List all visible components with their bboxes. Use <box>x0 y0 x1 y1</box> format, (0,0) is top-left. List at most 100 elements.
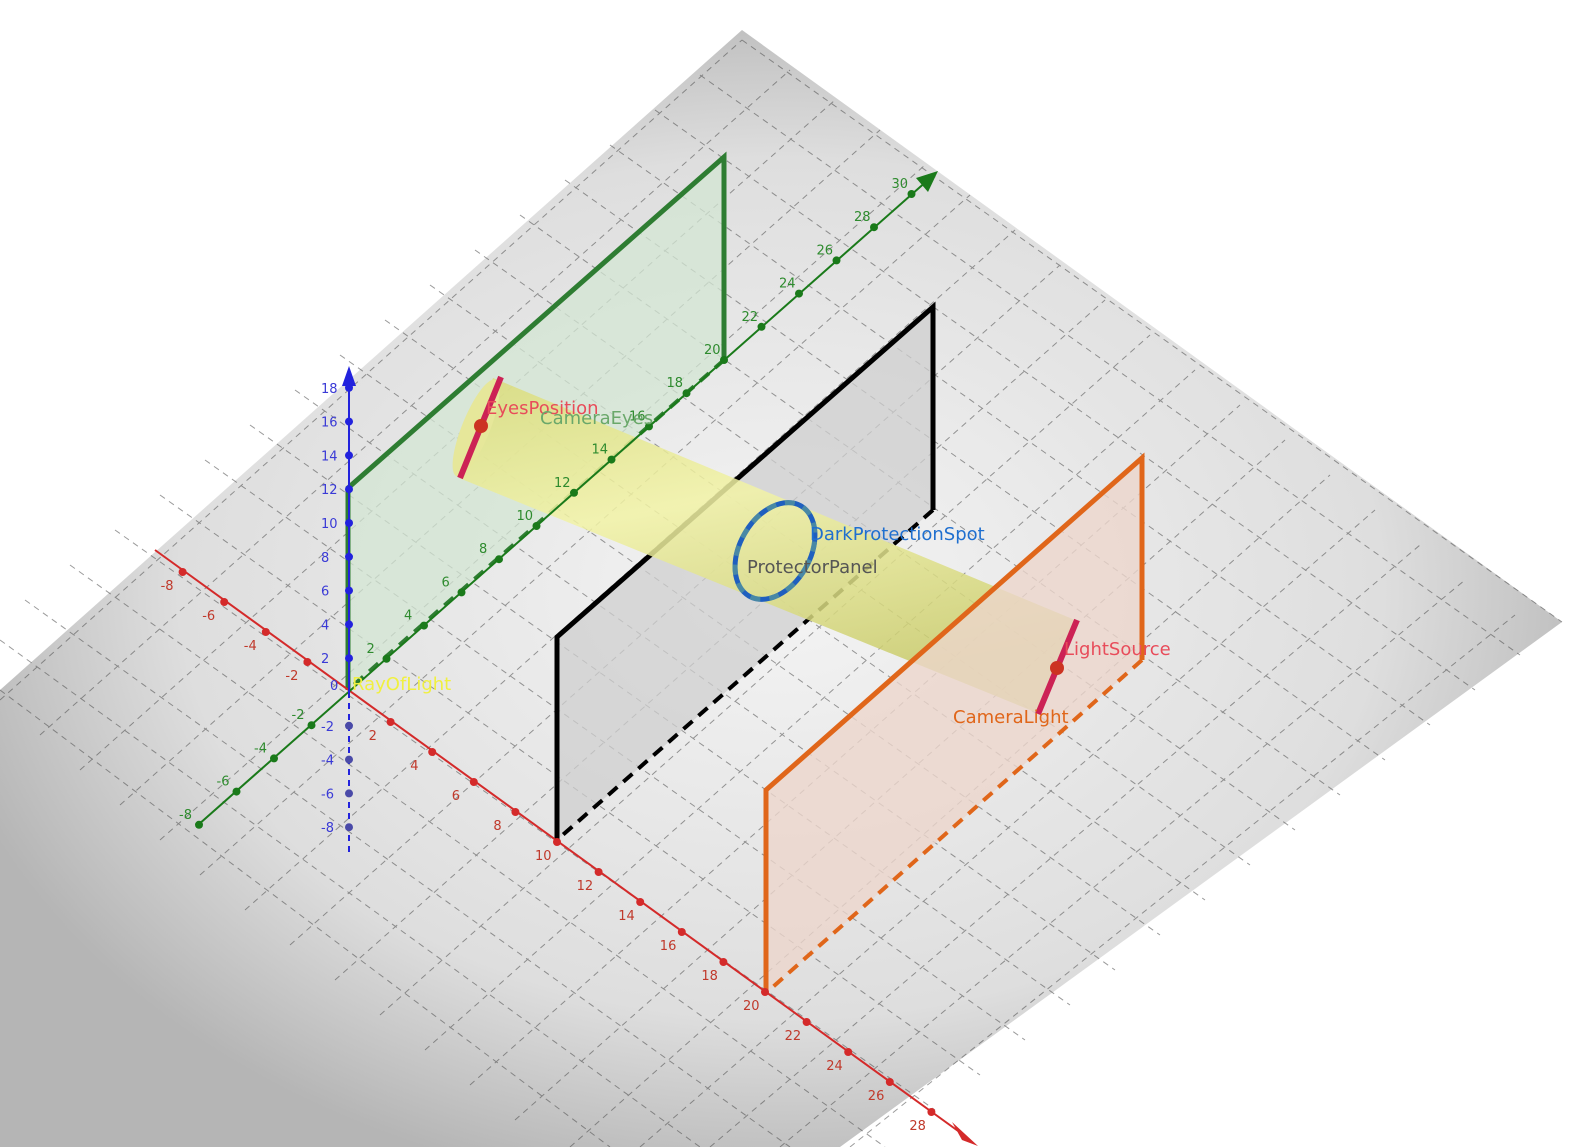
y-tick-mark <box>607 455 616 464</box>
x-tick-mark <box>677 928 686 936</box>
x-tick-mark <box>885 1078 894 1086</box>
x-tick-label: 16 <box>660 939 677 954</box>
y-tick-mark <box>720 356 728 364</box>
z-tick-mark <box>345 519 353 527</box>
x-tick-mark <box>220 598 229 606</box>
dark-protection-spot[interactable] <box>719 488 832 613</box>
x-tick-mark <box>802 1018 811 1026</box>
x-tick-label: 4 <box>410 759 418 774</box>
ray-of-light-label: RayOfLight <box>352 674 451 695</box>
y-tick-label: 24 <box>779 277 796 292</box>
x-tick-label: 8 <box>493 819 501 834</box>
z-tick-label: 16 <box>321 416 338 431</box>
x-tick-mark <box>303 658 312 666</box>
y-tick-mark <box>270 754 278 763</box>
y-tick-mark <box>232 787 241 796</box>
x-tick-label: 10 <box>535 849 552 864</box>
x-tick-label: 28 <box>909 1119 926 1134</box>
y-tick-label: 12 <box>554 476 571 491</box>
x-tick-label: -4 <box>244 639 257 654</box>
z-tick-mark <box>345 721 353 730</box>
y-tick-mark <box>870 223 878 232</box>
z-tick-mark <box>345 383 353 392</box>
y-tick-label: 8 <box>479 542 487 557</box>
z-tick-label: 8 <box>321 551 329 566</box>
z-tick-mark <box>345 789 353 798</box>
axis-ticks: -8-6-4-2246810121416182022242628-8-6-4-2… <box>161 177 936 1134</box>
y-tick-label: -4 <box>254 741 267 756</box>
z-tick-label: 18 <box>321 382 338 397</box>
z-tick-label: -8 <box>321 821 334 836</box>
z-tick-label: 12 <box>321 483 338 498</box>
x-tick-mark <box>511 808 520 816</box>
z-tick-mark <box>345 620 353 629</box>
z-tick-label: 14 <box>321 449 338 464</box>
x-tick-label: 26 <box>868 1089 885 1104</box>
z-axis-arrow-icon <box>342 366 356 386</box>
y-tick-label: 28 <box>854 210 871 225</box>
y-tick-mark <box>757 322 766 331</box>
y-tick-mark <box>570 488 578 497</box>
y-tick-mark <box>682 389 691 398</box>
y-tick-mark <box>382 654 391 663</box>
y-tick-label: -8 <box>179 808 192 823</box>
x-tick-label: 22 <box>785 1029 802 1044</box>
z-tick-label: 6 <box>321 585 329 600</box>
x-tick-mark <box>553 838 561 846</box>
z-tick-mark <box>345 823 353 832</box>
y-tick-label: 2 <box>367 642 375 657</box>
z-tick-mark <box>345 417 353 426</box>
protector-panel-label: ProtectorPanel <box>747 557 878 578</box>
y-tick-mark <box>532 522 541 530</box>
z-tick-mark <box>345 654 353 663</box>
x-tick-label: -2 <box>285 669 298 684</box>
x-tick-label: -8 <box>161 579 174 594</box>
z-tick-label: -6 <box>321 787 334 802</box>
y-tick-label: 20 <box>704 343 721 358</box>
x-tick-label: 20 <box>743 999 760 1014</box>
z-tick-mark <box>345 485 353 494</box>
eyes-position-label: EyesPosition <box>486 398 599 419</box>
y-tick-mark <box>307 721 316 730</box>
y-tick-mark <box>795 289 803 298</box>
z-tick-label: 10 <box>321 517 338 532</box>
y-axis-arrow-icon <box>916 171 938 192</box>
y-tick-label: 14 <box>592 443 609 458</box>
z-tick-label: 2 <box>321 652 329 667</box>
spot-label: DarkProtectionSpot <box>810 524 985 545</box>
z-tick-mark <box>345 755 353 764</box>
y-tick-mark <box>645 422 653 431</box>
x-tick-mark <box>469 778 478 786</box>
x-tick-mark <box>261 628 270 636</box>
z-tick-label: -2 <box>321 720 334 735</box>
light-source-point[interactable] <box>1050 661 1064 675</box>
z-tick-mark <box>345 451 353 460</box>
x-tick-mark <box>594 868 603 876</box>
y-tick-label: 30 <box>892 177 909 192</box>
x-tick-label: 12 <box>577 879 594 894</box>
y-tick-label: 22 <box>742 310 759 325</box>
light-source-label: LightSource <box>1064 639 1171 660</box>
x-tick-label: 2 <box>369 729 377 744</box>
z-tick-zero-label: 0 <box>330 679 338 694</box>
y-tick-label: 4 <box>404 609 412 624</box>
x-tick-mark <box>428 748 437 756</box>
y-tick-mark <box>420 621 428 630</box>
y-axis <box>197 171 938 826</box>
y-tick-label: 26 <box>817 243 834 258</box>
z-tick-label: -4 <box>321 754 334 769</box>
y-tick-label: 16 <box>629 409 646 424</box>
y-tick-mark <box>832 256 841 265</box>
x-tick-label: 6 <box>452 789 460 804</box>
eyes-position-point[interactable] <box>474 419 488 433</box>
x-tick-mark <box>719 958 728 966</box>
x-tick-label: 18 <box>701 969 718 984</box>
x-tick-mark <box>178 568 187 576</box>
camera-light-plane[interactable] <box>763 452 1145 995</box>
camera-eyes-label: CameraEyes <box>540 408 653 429</box>
y-tick-label: -2 <box>292 708 305 723</box>
y-tick-label: 18 <box>667 376 684 391</box>
y-tick-mark <box>457 588 466 597</box>
x-tick-mark <box>636 898 645 906</box>
